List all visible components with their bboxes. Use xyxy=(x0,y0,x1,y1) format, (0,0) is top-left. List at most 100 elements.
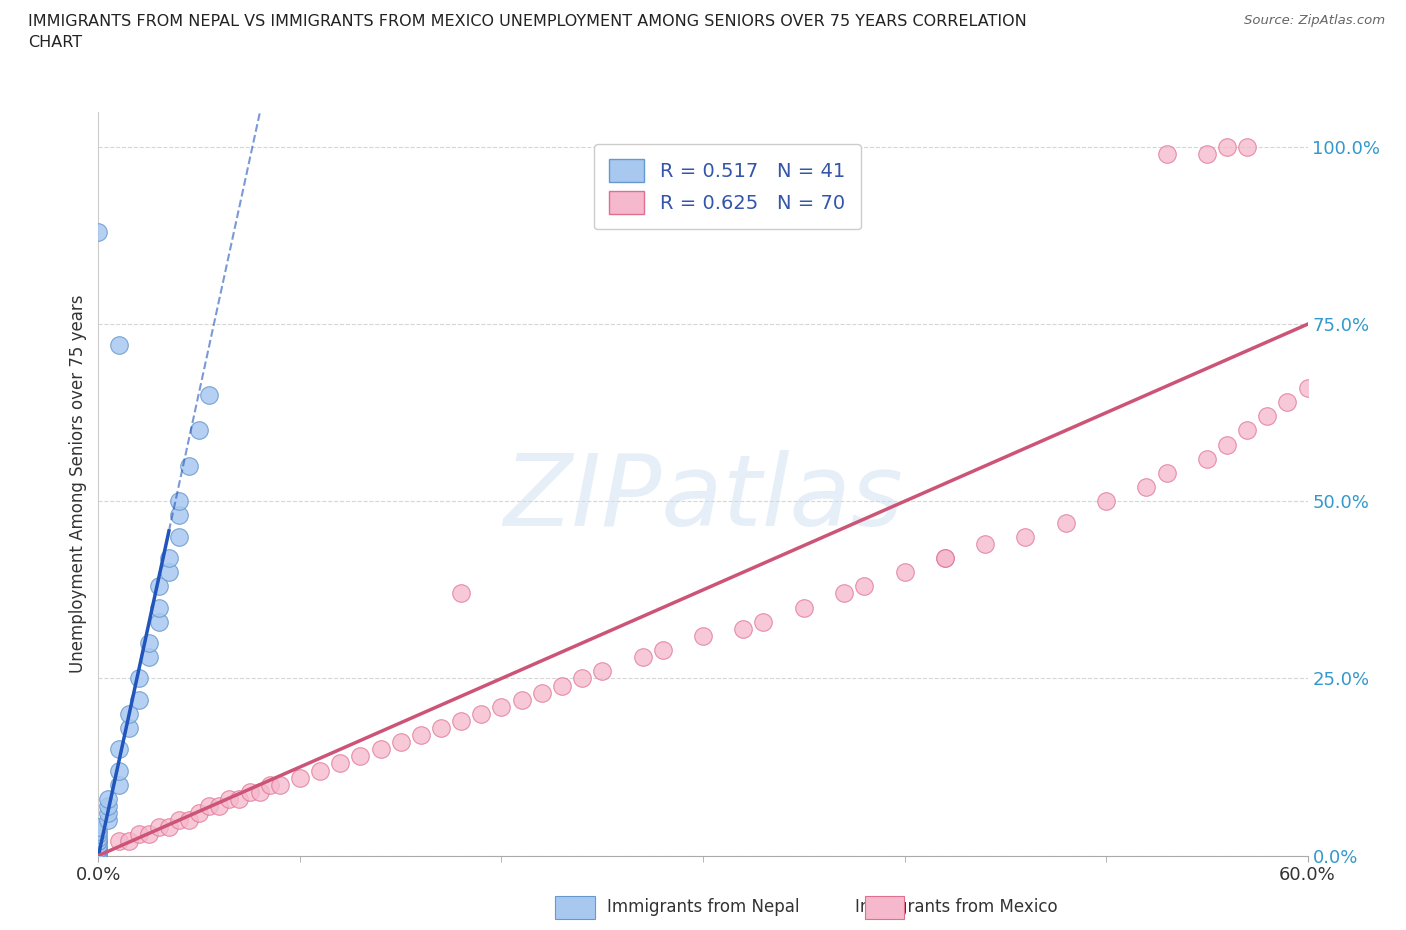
Text: Source: ZipAtlas.com: Source: ZipAtlas.com xyxy=(1244,14,1385,27)
Point xyxy=(208,799,231,814)
Point xyxy=(157,820,180,835)
Point xyxy=(138,650,160,665)
Text: Immigrants from Mexico: Immigrants from Mexico xyxy=(855,897,1057,916)
Point xyxy=(179,813,201,828)
Point xyxy=(167,813,190,828)
Point xyxy=(87,841,110,856)
Point xyxy=(138,635,160,650)
Point xyxy=(97,813,120,828)
Point xyxy=(450,586,472,601)
Point xyxy=(148,600,170,615)
Point xyxy=(167,508,190,523)
Point xyxy=(87,848,110,863)
Point xyxy=(631,650,654,665)
Point xyxy=(167,529,190,544)
Point xyxy=(259,777,281,792)
Point xyxy=(1236,423,1258,438)
Point xyxy=(1135,480,1157,495)
Point xyxy=(167,494,190,509)
Point xyxy=(530,685,553,700)
Point xyxy=(1054,515,1077,530)
Point xyxy=(87,848,110,863)
Point xyxy=(87,848,110,863)
Point xyxy=(148,578,170,593)
Point xyxy=(409,727,432,742)
Point xyxy=(228,791,250,806)
Point xyxy=(1195,451,1218,466)
Point xyxy=(1156,466,1178,481)
Point xyxy=(87,844,110,859)
Point xyxy=(87,838,110,853)
Point xyxy=(1216,437,1239,452)
Point xyxy=(87,848,110,863)
Point xyxy=(349,749,371,764)
Point xyxy=(1156,147,1178,162)
Point xyxy=(430,721,453,736)
Point xyxy=(510,692,533,707)
Point xyxy=(389,735,412,750)
Point xyxy=(87,834,110,849)
Point xyxy=(974,537,997,551)
Y-axis label: Unemployment Among Seniors over 75 years: Unemployment Among Seniors over 75 years xyxy=(69,295,87,672)
Point xyxy=(470,707,492,722)
Point xyxy=(148,615,170,630)
Point xyxy=(107,834,129,849)
Point xyxy=(218,791,240,806)
Point xyxy=(752,615,775,630)
Point xyxy=(239,784,262,799)
Point xyxy=(188,423,211,438)
Point xyxy=(591,664,613,679)
Point xyxy=(733,621,755,636)
Point xyxy=(157,551,180,565)
Point xyxy=(87,844,110,859)
Legend: R = 0.517   N = 41, R = 0.625   N = 70: R = 0.517 N = 41, R = 0.625 N = 70 xyxy=(593,143,860,230)
Point xyxy=(179,458,201,473)
Point xyxy=(87,844,110,859)
Point xyxy=(832,586,855,601)
Point xyxy=(128,671,150,686)
Point xyxy=(97,791,120,806)
Point xyxy=(87,848,110,863)
Point xyxy=(1014,529,1036,544)
Point xyxy=(118,721,141,736)
Point xyxy=(853,578,876,593)
Point xyxy=(87,820,110,835)
Point xyxy=(87,848,110,863)
Point xyxy=(87,841,110,856)
Point xyxy=(551,678,574,693)
Point xyxy=(1195,147,1218,162)
Point xyxy=(1277,394,1299,409)
Point xyxy=(87,841,110,856)
Point xyxy=(309,764,332,778)
Point xyxy=(571,671,593,686)
Point xyxy=(87,834,110,849)
Point xyxy=(198,388,221,403)
Point xyxy=(87,823,110,838)
Text: Immigrants from Nepal: Immigrants from Nepal xyxy=(607,897,799,916)
Point xyxy=(188,805,211,820)
Point xyxy=(87,841,110,856)
Point xyxy=(107,777,129,792)
Point xyxy=(934,551,956,565)
Point xyxy=(1216,140,1239,154)
Point xyxy=(107,338,129,352)
Point xyxy=(249,784,271,799)
Point xyxy=(450,713,472,728)
Point xyxy=(87,827,110,842)
Point xyxy=(87,830,110,845)
Point xyxy=(97,799,120,814)
Point xyxy=(87,848,110,863)
Point xyxy=(370,742,392,757)
Point xyxy=(87,848,110,863)
Point xyxy=(87,844,110,859)
Point xyxy=(651,643,673,658)
Point xyxy=(87,225,110,240)
Point xyxy=(269,777,291,792)
Point xyxy=(198,799,221,814)
Point xyxy=(118,707,141,722)
Point xyxy=(288,770,311,785)
Point xyxy=(118,834,141,849)
Point xyxy=(97,805,120,820)
Point xyxy=(107,742,129,757)
Point xyxy=(491,699,513,714)
